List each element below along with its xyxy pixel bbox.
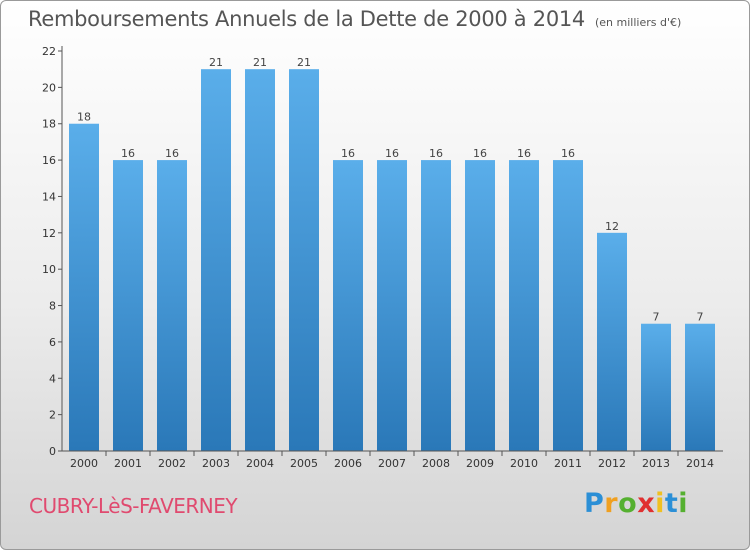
bar-value-label-2004: 21 xyxy=(253,56,267,69)
x-tick-label-2010: 2010 xyxy=(510,457,538,470)
bar-2008 xyxy=(421,160,451,451)
logo-letter: P xyxy=(584,488,605,519)
bar-2006 xyxy=(333,160,363,451)
y-tick-label-0: 0 xyxy=(49,445,56,458)
bar-value-label-2008: 16 xyxy=(429,147,443,160)
bar-value-label-2005: 21 xyxy=(297,56,311,69)
x-tick-label-2007: 2007 xyxy=(378,457,406,470)
y-tick-label-22: 22 xyxy=(42,45,56,58)
bar-value-label-2011: 16 xyxy=(561,147,575,160)
y-tick-label-4: 4 xyxy=(49,372,56,385)
bar-2004 xyxy=(245,69,275,451)
bar-value-label-2003: 21 xyxy=(209,56,223,69)
bar-value-label-2012: 12 xyxy=(605,220,619,233)
x-tick-label-2001: 2001 xyxy=(114,457,142,470)
bar-2013 xyxy=(641,323,671,451)
bar-value-label-2006: 16 xyxy=(341,147,355,160)
bar-2010 xyxy=(509,160,539,451)
x-tick-label-2004: 2004 xyxy=(246,457,274,470)
x-tick-label-2014: 2014 xyxy=(686,457,714,470)
bar-value-label-2000: 18 xyxy=(77,111,91,124)
x-tick-label-2003: 2003 xyxy=(202,457,230,470)
bar-2011 xyxy=(553,160,583,451)
bar-value-label-2001: 16 xyxy=(121,147,135,160)
y-tick-label-12: 12 xyxy=(42,227,56,240)
y-tick-label-6: 6 xyxy=(49,336,56,349)
x-tick-label-2000: 2000 xyxy=(70,457,98,470)
x-tick-label-2013: 2013 xyxy=(642,457,670,470)
proxiti-logo: Proxiti xyxy=(584,488,688,519)
commune-name: CUBRY-LèS-FAVERNEY xyxy=(29,494,238,518)
y-tick-label-8: 8 xyxy=(49,300,56,313)
x-tick-label-2008: 2008 xyxy=(422,457,450,470)
y-tick-label-16: 16 xyxy=(42,154,56,167)
x-tick-label-2012: 2012 xyxy=(598,457,626,470)
logo-letter: t xyxy=(664,488,679,519)
x-tick-label-2009: 2009 xyxy=(466,457,494,470)
bar-value-label-2009: 16 xyxy=(473,147,487,160)
bar-value-label-2013: 7 xyxy=(653,311,660,324)
logo-letter: r xyxy=(604,488,619,519)
bar-value-label-2010: 16 xyxy=(517,147,531,160)
bar-2002 xyxy=(157,160,187,451)
logo-letter: x xyxy=(637,488,656,519)
x-tick-label-2005: 2005 xyxy=(290,457,318,470)
bar-value-label-2007: 16 xyxy=(385,147,399,160)
x-tick-label-2011: 2011 xyxy=(554,457,582,470)
y-tick-label-2: 2 xyxy=(49,409,56,422)
bar-2000 xyxy=(69,123,99,452)
chart-unit-label: (en milliers d'€) xyxy=(595,16,682,29)
chart-title: Remboursements Annuels de la Dette de 20… xyxy=(28,7,681,31)
x-tick-label-2002: 2002 xyxy=(158,457,186,470)
y-tick-label-14: 14 xyxy=(42,190,56,203)
bar-2001 xyxy=(113,160,143,451)
logo-letter: i xyxy=(655,488,665,519)
x-tick-label-2006: 2006 xyxy=(334,457,362,470)
bar-2012 xyxy=(597,232,627,451)
logo-letter: i xyxy=(678,488,689,519)
bar-2005 xyxy=(289,69,319,451)
bar-2007 xyxy=(377,160,407,451)
bar-value-label-2002: 16 xyxy=(165,147,179,160)
y-tick-label-10: 10 xyxy=(42,263,56,276)
bar-2014 xyxy=(685,323,715,451)
y-tick-label-20: 20 xyxy=(42,81,56,94)
chart-title-text: Remboursements Annuels de la Dette de 20… xyxy=(28,7,585,31)
bar-value-label-2014: 7 xyxy=(697,311,704,324)
logo-letter: o xyxy=(618,488,638,519)
bar-2003 xyxy=(201,69,231,451)
y-tick-label-18: 18 xyxy=(42,118,56,131)
bar-2009 xyxy=(465,160,495,451)
